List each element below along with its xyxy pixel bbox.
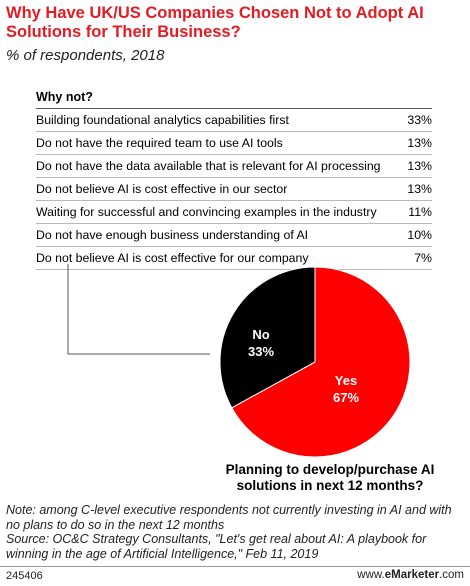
reasons-table: Why not? Building foundational analytics… xyxy=(36,86,432,270)
connector-line xyxy=(67,264,210,355)
pie-slices xyxy=(219,266,411,458)
brand-suffix: .com xyxy=(439,569,464,581)
chart-subtitle: % of respondents, 2018 xyxy=(6,47,165,64)
yes-slice-value: 67% xyxy=(333,390,359,405)
row-label: Do not believe AI is cost effective in o… xyxy=(36,182,288,196)
source-text: Source: OC&C Strategy Consultants, "Let'… xyxy=(6,532,427,561)
table-row: Do not believe AI is cost effective for … xyxy=(36,247,432,270)
row-value: 13% xyxy=(407,182,432,196)
yes-slice-label: Yes xyxy=(335,373,357,388)
row-label: Building foundational analytics capabili… xyxy=(36,113,289,127)
table-row: Building foundational analytics capabili… xyxy=(36,109,432,132)
pie-question: Planning to develop/purchase AI solution… xyxy=(225,462,435,493)
table-row: Do not have enough business understandin… xyxy=(36,224,432,247)
chart-id: 245406 xyxy=(6,570,43,582)
row-value: 10% xyxy=(407,228,432,242)
table-row: Do not have the data available that is r… xyxy=(36,155,432,178)
row-label: Do not have the data available that is r… xyxy=(36,159,381,173)
no-slice-value: 33% xyxy=(248,344,274,359)
row-label: Do not believe AI is cost effective for … xyxy=(36,251,309,265)
table-row: Do not have the required team to use AI … xyxy=(36,132,432,155)
table-row: Waiting for successful and convincing ex… xyxy=(36,201,432,224)
footer-divider xyxy=(0,566,470,567)
pie-slice-yes xyxy=(231,266,411,458)
brand-name: eMarketer xyxy=(384,569,440,581)
row-value: 11% xyxy=(408,205,432,219)
row-label: Waiting for successful and convincing ex… xyxy=(36,205,377,219)
table-row: Do not believe AI is cost effective in o… xyxy=(36,178,432,201)
brand-prefix: www. xyxy=(357,569,385,581)
row-value: 7% xyxy=(414,251,432,265)
brand-logo: www.eMarketer.com xyxy=(357,569,464,581)
row-value: 13% xyxy=(407,159,432,173)
row-label: Do not have enough business understandin… xyxy=(36,228,309,242)
pie-slice-no xyxy=(219,266,316,409)
chart-notes: Note: among C-level executive respondent… xyxy=(6,503,468,561)
row-value: 13% xyxy=(407,136,432,150)
chart-title: Why Have UK/US Companies Chosen Not to A… xyxy=(6,4,424,41)
note-text: Note: among C-level executive respondent… xyxy=(6,503,452,532)
row-value: 33% xyxy=(407,113,432,127)
no-slice-label: No xyxy=(252,327,269,342)
row-label: Do not have the required team to use AI … xyxy=(36,136,283,150)
table-header: Why not? xyxy=(36,86,432,109)
